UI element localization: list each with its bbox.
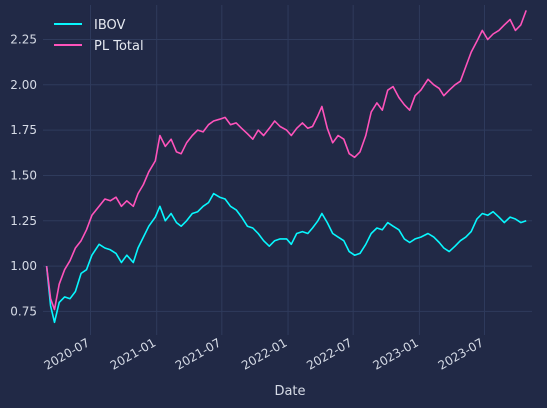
series-line-pl-total [45, 10, 527, 311]
y-tick-label: 2.25 [10, 32, 37, 46]
series-lines [45, 10, 527, 324]
y-tick-label: 2.00 [10, 78, 37, 92]
y-axis-ticks: 0.75 1.00 1.25 1.50 1.75 2.00 2.25 [10, 32, 37, 318]
y-tick-label: 1.25 [10, 214, 37, 228]
legend-label: PL Total [94, 39, 144, 54]
x-axis-title: Date [274, 384, 305, 399]
y-tick-label: 1.50 [10, 168, 37, 182]
y-tick-label: 1.00 [10, 259, 37, 273]
y-tick-label: 1.75 [10, 123, 37, 137]
legend: IBOV PL Total [54, 18, 144, 54]
series-line-ibov [45, 192, 527, 324]
grid-lines [43, 5, 532, 335]
legend-label: IBOV [94, 18, 126, 33]
y-tick-label: 0.75 [10, 304, 37, 318]
